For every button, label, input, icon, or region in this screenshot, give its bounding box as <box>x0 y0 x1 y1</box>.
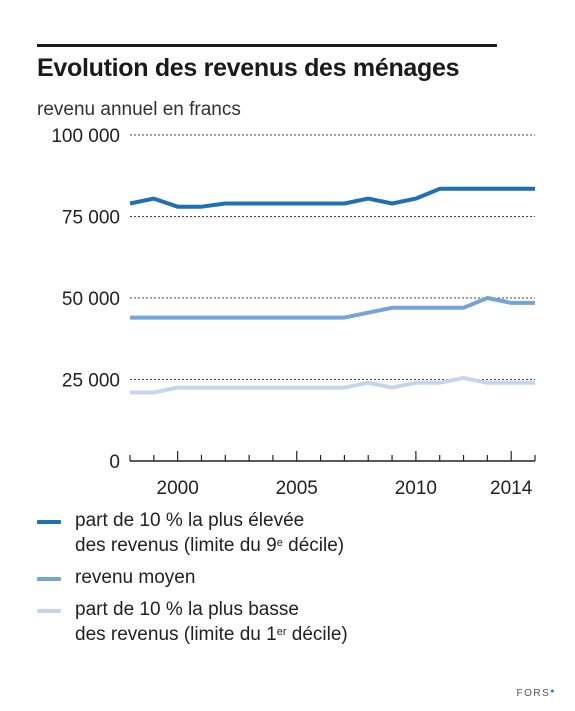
title-rule <box>37 44 497 47</box>
legend-swatch-bottom-decile <box>37 609 61 613</box>
legend-swatch-top-decile <box>37 520 61 524</box>
legend-label-top-decile-line1: part de 10 % la plus élevée <box>75 510 305 531</box>
grid-lines <box>130 134 535 380</box>
legend-label-top-decile-line2: des revenus (limite du 9e décile) <box>75 535 345 556</box>
y-tick-label: 75 000 <box>62 208 120 229</box>
legend-swatch-average <box>37 577 61 581</box>
legend: part de 10 % la plus élevée des revenus … <box>37 508 557 654</box>
y-axis-label: revenu annuel en francs <box>37 99 241 120</box>
chart-title: Evolution des revenus des ménages <box>37 54 460 82</box>
x-tick-label: 2010 <box>395 478 437 499</box>
series-line-average <box>130 296 535 320</box>
legend-label-bottom-decile-line1: part de 10 % la plus basse <box>75 599 299 620</box>
legend-item-bottom-decile: part de 10 % la plus basse des revenus (… <box>37 597 557 647</box>
y-tick-label: 25 000 <box>62 371 120 392</box>
x-tick-label: 2005 <box>276 478 318 499</box>
x-tick-label: 2000 <box>157 478 199 499</box>
series-line-top-decile <box>129 186 535 209</box>
legend-label-average: revenu moyen <box>75 567 196 588</box>
y-tick-label: 100 000 <box>51 126 120 147</box>
source-credit: FORS● <box>516 688 556 699</box>
legend-item-top-decile: part de 10 % la plus élevée des revenus … <box>37 508 557 558</box>
credit-dot-icon: ● <box>550 688 556 695</box>
legend-item-average: revenu moyen <box>37 565 557 590</box>
x-axis <box>129 451 536 462</box>
series-line-bottom-decile <box>130 375 535 395</box>
y-tick-label: 50 000 <box>62 289 120 310</box>
legend-label-bottom-decile-line2: des revenus (limite du 1er décile) <box>75 624 348 645</box>
x-tick-label: 2014 <box>490 478 533 499</box>
series-lines <box>129 186 535 395</box>
y-tick-labels: 0 25 000 50 000 75 000 100 000 <box>51 126 120 473</box>
x-tick-labels: 2000 2005 2010 2014 <box>157 478 533 499</box>
y-tick-label: 0 <box>109 452 120 473</box>
